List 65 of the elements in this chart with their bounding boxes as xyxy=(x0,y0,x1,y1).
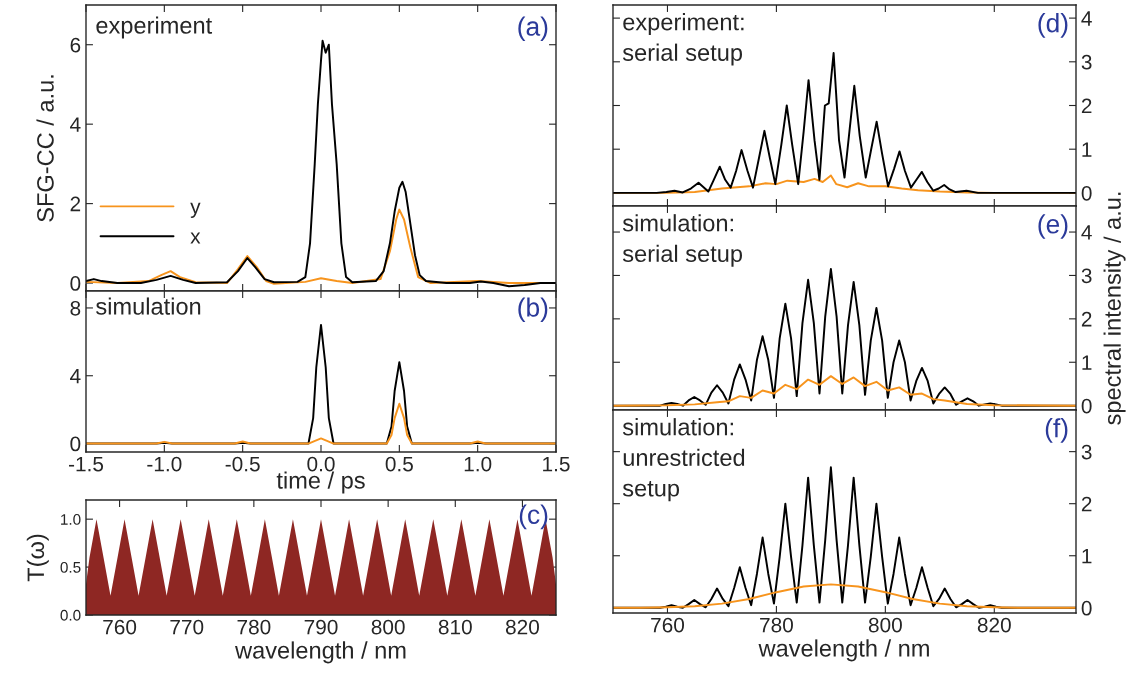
y-tick-label: 4 xyxy=(70,368,81,384)
line-series xyxy=(613,583,1076,609)
y-tick-label: 0 xyxy=(1081,185,1092,201)
annotation: (b) xyxy=(518,297,548,323)
y-tick-label: 2 xyxy=(1081,496,1092,512)
annotation: (f) xyxy=(1045,418,1068,443)
legend-label: y xyxy=(190,202,201,218)
annotation: (e) xyxy=(1038,214,1068,239)
x-tick-label: 810 xyxy=(438,619,472,635)
y-axis-title: T(ω) xyxy=(26,534,49,582)
y-tick-label: 0 xyxy=(70,436,81,452)
x-tick-label: 0.0 xyxy=(307,456,335,472)
y-tick-label: 4 xyxy=(1081,11,1092,26)
y-tick-label: 2 xyxy=(70,196,81,212)
y-tick-label: 2 xyxy=(1081,98,1092,114)
x-tick-label: 780 xyxy=(760,617,793,633)
y-tick-label: 0 xyxy=(1081,398,1092,414)
y-tick-label: 1 xyxy=(1082,548,1092,564)
y-tick-label: 2 xyxy=(1081,311,1092,327)
y-tick-label: 4 xyxy=(1081,225,1092,240)
y-tick-label: 0.0 xyxy=(60,609,81,621)
y-tick-label: 3 xyxy=(1081,444,1092,460)
y-tick-label: 3 xyxy=(1081,54,1092,70)
annotation: (d) xyxy=(1038,13,1068,38)
y-axis-title: spectral intensity / a.u. xyxy=(1103,192,1126,425)
annotation: experiment: serial setup xyxy=(622,13,744,66)
y-tick-label: 6 xyxy=(70,37,81,53)
y-tick-label: 1 xyxy=(1082,355,1092,370)
x-tick-label: 800 xyxy=(868,617,902,633)
x-tick-label: 760 xyxy=(651,617,685,633)
x-tick-label: 820 xyxy=(505,619,539,635)
y-tick-label: 0 xyxy=(70,276,81,291)
line-series xyxy=(86,402,556,445)
annotation: simulation: serial setup xyxy=(622,214,743,267)
line-series xyxy=(613,375,1076,407)
x-tick-label: -1.5 xyxy=(68,456,104,472)
x-tick-label: 790 xyxy=(304,619,338,635)
y-tick-label: 3 xyxy=(1081,268,1092,284)
y-tick-label: 0 xyxy=(1081,600,1092,616)
annotation: (c) xyxy=(519,504,548,530)
y-tick-label: 0.5 xyxy=(60,561,81,573)
annotation: simulation xyxy=(96,297,201,315)
y-tick-label: 1.0 xyxy=(61,514,81,525)
annotation: simulation: unrestricted setup xyxy=(622,418,745,502)
x-axis-title: wavelength / nm xyxy=(235,641,406,664)
y-tick-label: 8 xyxy=(70,300,81,316)
annotation: experiment xyxy=(96,16,213,39)
y-tick-label: 1 xyxy=(1082,142,1092,157)
y-axis-title: SFG-CC / a.u. xyxy=(36,75,54,222)
x-tick-label: 1.5 xyxy=(543,456,570,472)
line-series xyxy=(86,39,556,288)
x-axis-title: wavelength / nm xyxy=(758,639,929,662)
y-tick-label: 4 xyxy=(70,117,81,132)
x-tick-label: -0.5 xyxy=(225,456,260,472)
x-tick-label: 800 xyxy=(371,619,405,635)
x-tick-label: 770 xyxy=(170,619,204,635)
x-tick-label: 1.0 xyxy=(464,456,492,472)
annotation: (a) xyxy=(518,16,548,42)
x-tick-label: 820 xyxy=(977,617,1011,633)
x-tick-label: -1.0 xyxy=(147,456,182,472)
x-tick-label: 760 xyxy=(103,619,137,635)
x-tick-label: 0.5 xyxy=(385,456,413,472)
legend-label: x xyxy=(190,232,201,244)
x-tick-label: 780 xyxy=(237,619,271,635)
x-axis-title: time / ps xyxy=(276,471,365,494)
